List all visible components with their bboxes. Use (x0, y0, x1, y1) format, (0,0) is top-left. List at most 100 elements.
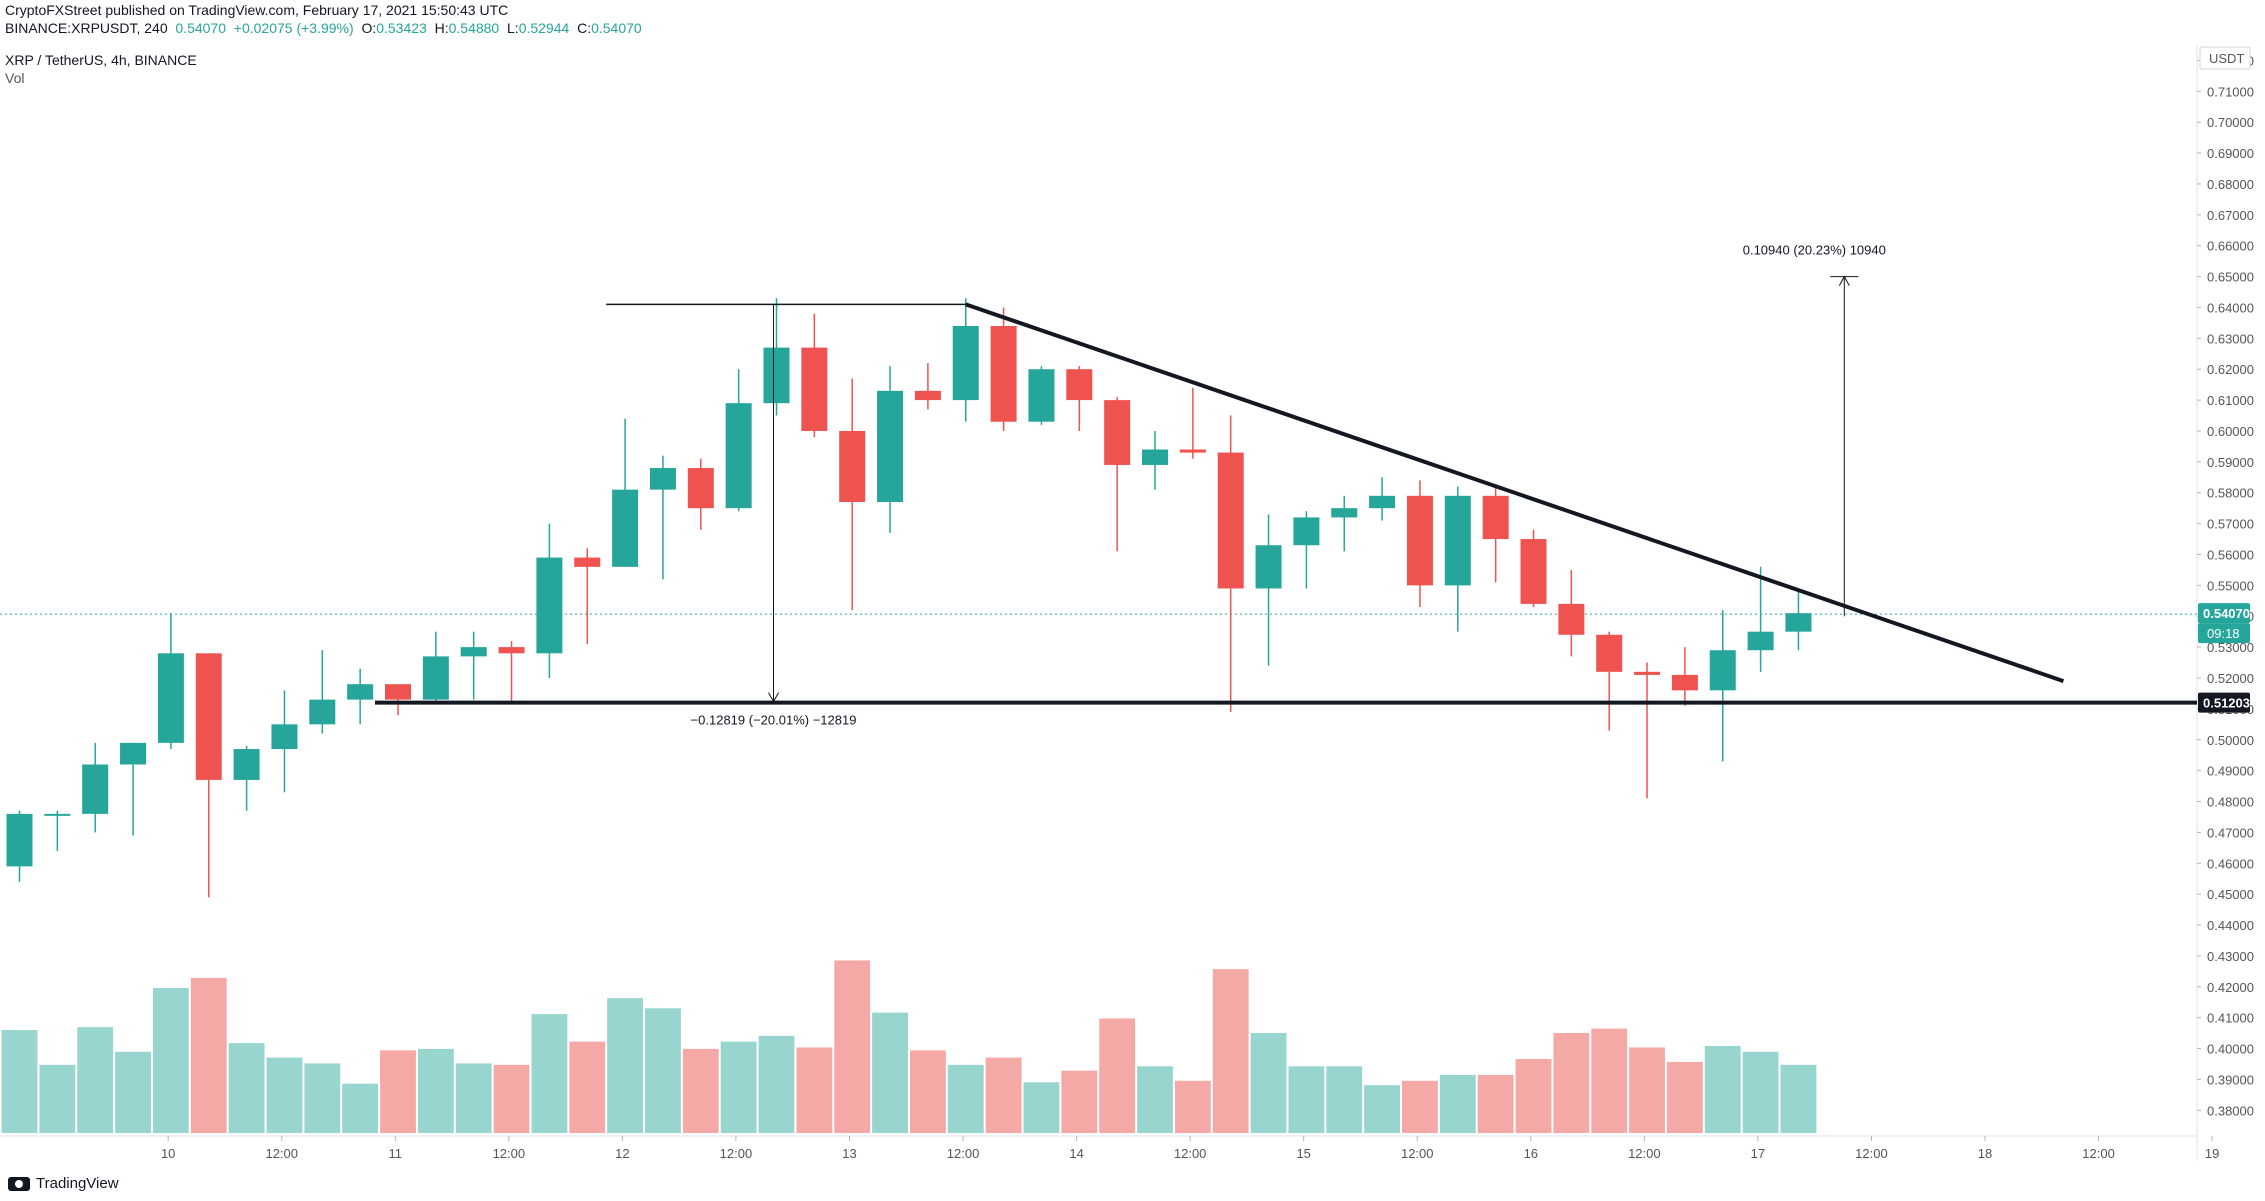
volume-bar (1023, 1082, 1060, 1133)
volume-bar (947, 1064, 984, 1133)
y-tick-label: 0.69000 (2207, 146, 2254, 161)
x-tick-label: 16 (1524, 1146, 1538, 1161)
candle-body (1369, 495, 1396, 509)
y-tick-label: 0.62000 (2207, 362, 2254, 377)
y-tick-label: 0.53000 (2207, 640, 2254, 655)
last-price-tag-label: 0.54070 (2203, 606, 2250, 621)
volume-bar (455, 1063, 492, 1133)
y-tick-label: 0.58000 (2207, 486, 2254, 501)
candle-body (687, 468, 714, 509)
candle-body (877, 390, 904, 502)
descending-trendline (965, 302, 2065, 683)
volume-bar (909, 1050, 946, 1133)
candle-body (914, 390, 941, 401)
candle-body (801, 347, 828, 431)
support-price-tag-label: 0.51203 (2203, 696, 2250, 711)
y-tick-label: 0.65000 (2207, 270, 2254, 285)
candle-body (952, 325, 979, 401)
y-tick-label: 0.64000 (2207, 300, 2254, 315)
x-tick-label: 12:00 (1401, 1146, 1434, 1161)
candle-body (1217, 452, 1244, 589)
y-tick-label: 0.56000 (2207, 547, 2254, 562)
y-tick-label: 0.57000 (2207, 517, 2254, 532)
candle-body (1785, 613, 1812, 632)
last-price-text: 0.54070 (175, 20, 226, 36)
measure-down-label: −0.12819 (−20.01%) −12819 (691, 713, 857, 728)
support-price-tag (2198, 692, 2250, 713)
x-tick-label: 12:00 (265, 1146, 298, 1161)
tradingview-logo[interactable]: TradingView (8, 1175, 119, 1192)
candle-body (725, 403, 752, 509)
volume-bar (1780, 1064, 1817, 1133)
candle-body (1331, 508, 1358, 518)
candle-body (1028, 369, 1055, 422)
candle-body (1104, 400, 1131, 465)
high-value: 0.54880 (448, 20, 500, 36)
volume-bar (1629, 1047, 1665, 1133)
volume-bar (569, 1041, 606, 1133)
y-tick-label: 0.41000 (2207, 1011, 2254, 1026)
candle-body (839, 430, 866, 502)
candle-body (1142, 449, 1168, 465)
candle-body (1558, 603, 1585, 635)
y-tick-label: 0.63000 (2207, 331, 2254, 346)
y-tick-label: 0.66000 (2207, 239, 2254, 254)
y-tick-label: 0.43000 (2207, 949, 2254, 964)
candle-body (1255, 545, 1282, 589)
candle-body (271, 724, 298, 750)
y-tick-label: 0.47000 (2207, 825, 2254, 840)
x-tick-label: 18 (1978, 1146, 1992, 1161)
x-tick-label: 12:00 (1855, 1146, 1888, 1161)
volume-bar (1704, 1046, 1741, 1133)
volume-bar (266, 1057, 303, 1133)
volume-bar (1515, 1059, 1552, 1133)
candle-body (649, 468, 676, 490)
volume-indicator-label: Vol (5, 70, 25, 86)
tradingview-logo-icon (8, 1176, 30, 1191)
x-tick-label: 19 (2205, 1146, 2219, 1161)
volume-bar (1288, 1066, 1325, 1133)
x-tick-label: 17 (1751, 1146, 1765, 1161)
candle-body (990, 325, 1017, 422)
x-tick-label: 12:00 (947, 1146, 980, 1161)
x-tick-label: 12:00 (493, 1146, 526, 1161)
x-tick-label: 12:00 (720, 1146, 753, 1161)
x-tick-label: 11 (389, 1146, 403, 1161)
countdown-tag (2198, 623, 2250, 644)
axis-unit-label: USDT (2209, 51, 2244, 66)
y-tick-label: 0.71000 (2207, 84, 2254, 99)
x-tick-label: 12:00 (2082, 1146, 2115, 1161)
candle-body (1634, 671, 1661, 675)
y-tick-label: 0.45000 (2207, 887, 2254, 902)
countdown-tag-label: 09:18 (2207, 626, 2240, 641)
y-tick-label: 0.38000 (2207, 1103, 2254, 1118)
candle-body (460, 647, 487, 657)
y-tick-label: 0.52000 (2207, 671, 2254, 686)
y-tick-label: 0.40000 (2207, 1042, 2254, 1057)
candle-body (385, 684, 411, 700)
candle-body (422, 656, 449, 700)
candle-body (233, 749, 260, 780)
candle-body (1747, 631, 1774, 651)
x-tick-label: 13 (842, 1146, 856, 1161)
volume-bar (872, 1012, 908, 1133)
x-tick-label: 14 (1069, 1146, 1083, 1161)
volume-bar (1137, 1066, 1173, 1133)
volume-bar (682, 1048, 719, 1133)
volume-bar (304, 1063, 341, 1133)
close-value: 0.54070 (591, 20, 642, 36)
volume-bar (1591, 1028, 1628, 1133)
measure-down-arrowhead (768, 692, 779, 703)
y-tick-label: 0.60000 (2207, 424, 2254, 439)
candle-body (1444, 495, 1471, 586)
volume-bar (190, 977, 227, 1133)
volume-bar (645, 1008, 681, 1133)
volume-bar (1099, 1018, 1136, 1133)
y-tick-label: 0.49000 (2207, 764, 2254, 779)
volume-bar (380, 1050, 416, 1133)
measure-up-label: 0.10940 (20.23%) 10940 (1743, 243, 1886, 258)
y-tick-label: 0.44000 (2207, 918, 2254, 933)
low-label: L: (507, 20, 519, 36)
volume-bar (607, 998, 644, 1133)
